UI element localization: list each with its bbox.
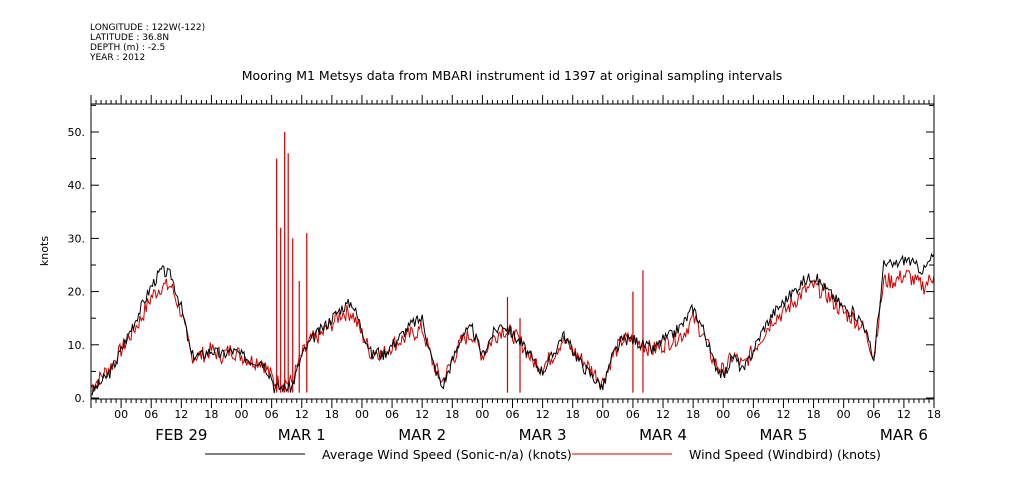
chart-title: Mooring M1 Metsys data from MBARI instru… (242, 68, 783, 83)
day-label: MAR 6 (880, 426, 928, 444)
y-tick-label: 20. (68, 286, 86, 299)
x-hour-label: 12 (415, 408, 429, 421)
x-hour-label: 06 (385, 408, 399, 421)
day-label: MAR 2 (398, 426, 446, 444)
legend-windbird-label: Wind Speed (Windbird) (knots) (689, 447, 881, 462)
series-lines (90, 132, 935, 396)
day-label: FEB 29 (155, 426, 207, 444)
x-day-labels: FEB 29 MAR 1 MAR 2 MAR 3 MAR 4 MAR 5 MAR 6 (155, 426, 928, 444)
header-longitude: LONGITUDE : 122W(-122) (90, 23, 205, 33)
legend-sonic-label: Average Wind Speed (Sonic-n/a) (knots) (322, 447, 572, 462)
x-hour-label: 06 (506, 408, 520, 421)
day-label: MAR 1 (278, 426, 326, 444)
header-year: YEAR : 2012 (89, 53, 145, 63)
plot-frame (90, 103, 935, 400)
x-hour-label: 12 (536, 408, 550, 421)
series-line-windbird (90, 269, 935, 394)
series-line-sonic (91, 252, 935, 396)
y-tick-label: 10. (68, 339, 86, 352)
header-info: LONGITUDE : 122W(-122) LATITUDE : 36.8N … (89, 23, 205, 63)
x-hour-label: 12 (295, 408, 309, 421)
x-hour-label: 18 (686, 408, 700, 421)
x-hour-label: 18 (445, 408, 459, 421)
x-hour-label: 00 (596, 408, 610, 421)
x-hour-label: 18 (807, 408, 821, 421)
y-tick-label: 40. (68, 179, 86, 192)
y-tick-label: 0. (75, 392, 86, 405)
x-hour-label: 00 (716, 408, 730, 421)
x-hour-label: 06 (867, 408, 881, 421)
x-hour-label: 06 (265, 408, 279, 421)
x-hour-label: 00 (355, 408, 369, 421)
x-hour-label: 18 (325, 408, 339, 421)
x-hour-label: 00 (114, 408, 128, 421)
day-label: MAR 4 (639, 426, 687, 444)
y-tick-labels: 0. 10. 20. 30. 40. 50. (68, 126, 86, 405)
legend: Average Wind Speed (Sonic-n/a) (knots) W… (205, 447, 881, 462)
x-hour-label: 12 (656, 408, 670, 421)
x-hour-label: 18 (566, 408, 580, 421)
y-tick-label: 30. (68, 232, 86, 245)
x-hour-tick-labels: 00 06 12 18 00 06 12 18 00 06 12 18 00 06 12 18 00 06 12 18… (114, 408, 941, 421)
x-hour-label: 18 (204, 408, 218, 421)
x-hour-label: 00 (235, 408, 249, 421)
day-label: MAR 3 (519, 426, 567, 444)
x-hour-label: 00 (475, 408, 489, 421)
x-hour-label: 12 (174, 408, 188, 421)
y-axis-label: knots (38, 236, 51, 266)
x-hour-label: 12 (897, 408, 911, 421)
header-latitude: LATITUDE : 36.8N (90, 33, 169, 43)
header-depth: DEPTH (m) : -2.5 (90, 43, 165, 53)
x-hour-label: 06 (626, 408, 640, 421)
x-hour-label: 18 (927, 408, 941, 421)
x-hour-label: 00 (837, 408, 851, 421)
y-tick-label: 50. (68, 126, 86, 139)
x-hour-label: 06 (746, 408, 760, 421)
tick-marks (90, 95, 935, 408)
x-hour-label: 12 (776, 408, 790, 421)
x-hour-label: 06 (144, 408, 158, 421)
day-label: MAR 5 (759, 426, 807, 444)
